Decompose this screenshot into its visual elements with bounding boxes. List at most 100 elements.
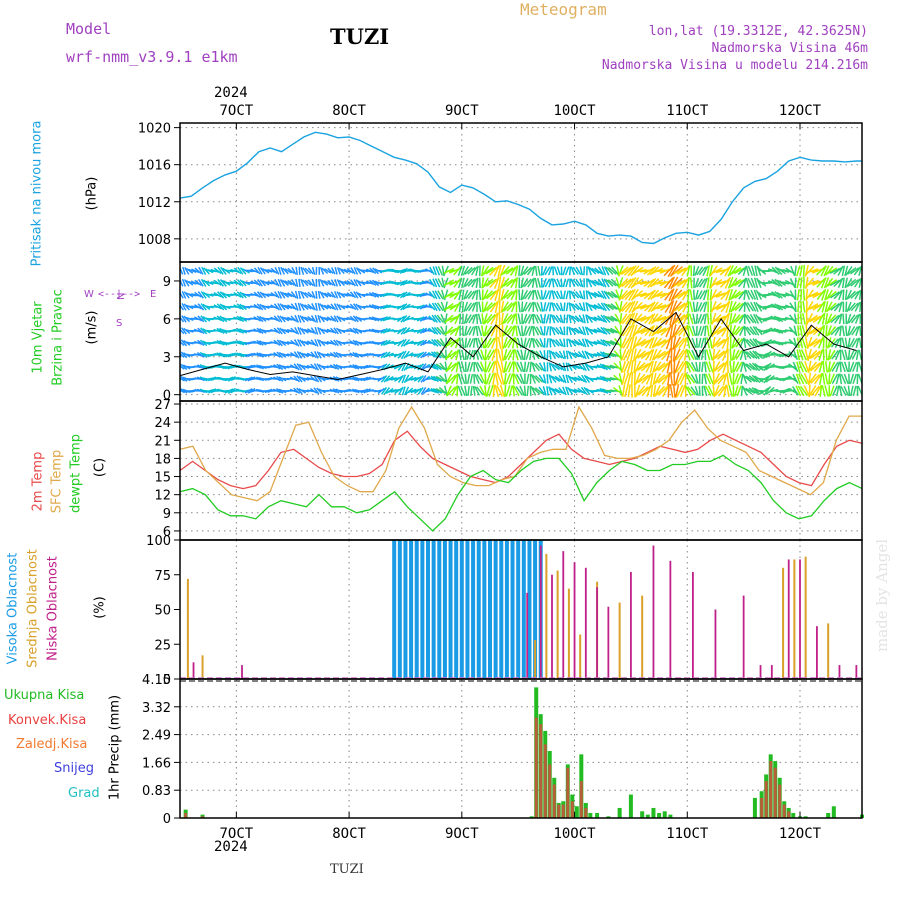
wind-arrow (799, 313, 803, 325)
wind-arrow (199, 351, 208, 358)
wind-arrow (379, 280, 389, 285)
wind-arrow (565, 374, 570, 384)
wind-arrow (731, 302, 741, 312)
wind-arrow (602, 314, 611, 323)
wind-arrow (677, 302, 688, 312)
wind-arrow (381, 386, 388, 395)
y-tick-label: 6 (163, 313, 171, 328)
wind-arrow (674, 314, 686, 324)
wind-arrow (200, 315, 208, 323)
wind-arrow (382, 339, 391, 347)
wind-arrow (580, 386, 588, 395)
wind-arrow (445, 361, 453, 373)
wind-arrow (600, 338, 608, 347)
wind-arrow (763, 374, 772, 384)
wind-arrow (239, 267, 247, 275)
date-label-top: 7OCT (220, 103, 254, 119)
wind-arrow (526, 266, 535, 276)
wind-arrow (440, 289, 446, 301)
wind-arrow (519, 373, 525, 385)
wind-arrow (433, 339, 442, 347)
wind-arrow (699, 290, 706, 300)
wind-arrow (830, 291, 840, 299)
wind-arrow (340, 268, 349, 274)
cloud-bar (692, 571, 694, 679)
wind-arrow (433, 351, 442, 359)
wind-arrow (319, 303, 325, 311)
wind-arrow (274, 291, 280, 299)
wind-arrow (400, 338, 407, 348)
wind-arrow (650, 289, 660, 300)
wind-arrow (645, 361, 653, 373)
wind-arrow (567, 374, 573, 384)
wind-arrow (746, 326, 755, 336)
wind-arrow (548, 362, 552, 372)
wind-arrow (602, 351, 612, 359)
compass-south: S (116, 318, 123, 329)
wind-arrow (672, 348, 676, 362)
wind-arrow (746, 302, 754, 312)
wind-arrow (428, 278, 436, 287)
wind-arrow (621, 372, 626, 385)
wind-arrow (699, 313, 706, 324)
wind-arrow (770, 340, 781, 346)
wind-arrow (352, 339, 360, 347)
wind-arrow (845, 301, 848, 313)
wind-arrow (353, 279, 359, 287)
wind-arrow (789, 277, 796, 288)
wind-arrow (678, 349, 687, 361)
wind-arrow (213, 304, 223, 310)
panel-frame (179, 678, 863, 819)
wind-arrow (475, 313, 479, 324)
wind-arrow (468, 326, 475, 336)
wind-arrow (562, 266, 567, 276)
wind-arrow (640, 338, 652, 347)
wind-arrow (652, 314, 663, 324)
wind-arrow (476, 349, 483, 360)
wind-arrow (510, 301, 517, 313)
wind-arrow (253, 352, 262, 357)
wind-arrow (518, 265, 521, 277)
wind-arrow (841, 349, 846, 361)
wind-arrow (666, 360, 671, 374)
wind-arrow (291, 266, 297, 275)
wind-arrow (708, 373, 714, 385)
wind-arrow (299, 302, 305, 311)
wind-arrow (213, 267, 222, 275)
wind-arrow (829, 373, 835, 385)
wind-arrow (599, 375, 609, 383)
wind-arrow (489, 265, 499, 276)
wind-arrow (196, 364, 205, 370)
wind-arrow (555, 302, 562, 312)
wind-arrow (501, 301, 509, 313)
wind-arrow (844, 265, 849, 277)
wind-arrow (528, 337, 533, 348)
wind-arrow (709, 337, 713, 349)
wind-arrow (445, 385, 452, 397)
wind-arrow (822, 361, 825, 373)
wind-arrow (623, 360, 630, 373)
wind-arrow (458, 349, 462, 361)
wind-arrow (247, 388, 256, 394)
wind-arrow (812, 314, 824, 323)
wind-arrow (535, 362, 543, 371)
wind-arrow (532, 362, 540, 372)
wind-arrow (290, 327, 298, 335)
wind-arrow (603, 278, 610, 288)
wind-arrow (632, 324, 638, 338)
wind-arrow (371, 291, 380, 298)
wind-arrow (685, 361, 692, 373)
wind-arrow (180, 353, 185, 358)
wind-arrow (203, 267, 210, 275)
wind-arrow (834, 325, 842, 336)
wind-arrow (698, 361, 701, 372)
wind-arrow (316, 363, 322, 371)
wind-arrow (330, 267, 336, 275)
wind-arrow (259, 279, 267, 287)
model-elevation-text: Nadmorska Visina u modelu 214.216m (601, 58, 868, 73)
wind-arrow (281, 304, 290, 310)
wind-arrow (633, 325, 643, 337)
wind-arrow (369, 267, 377, 275)
wind-arrow (340, 280, 349, 285)
wind-arrow (571, 327, 580, 334)
